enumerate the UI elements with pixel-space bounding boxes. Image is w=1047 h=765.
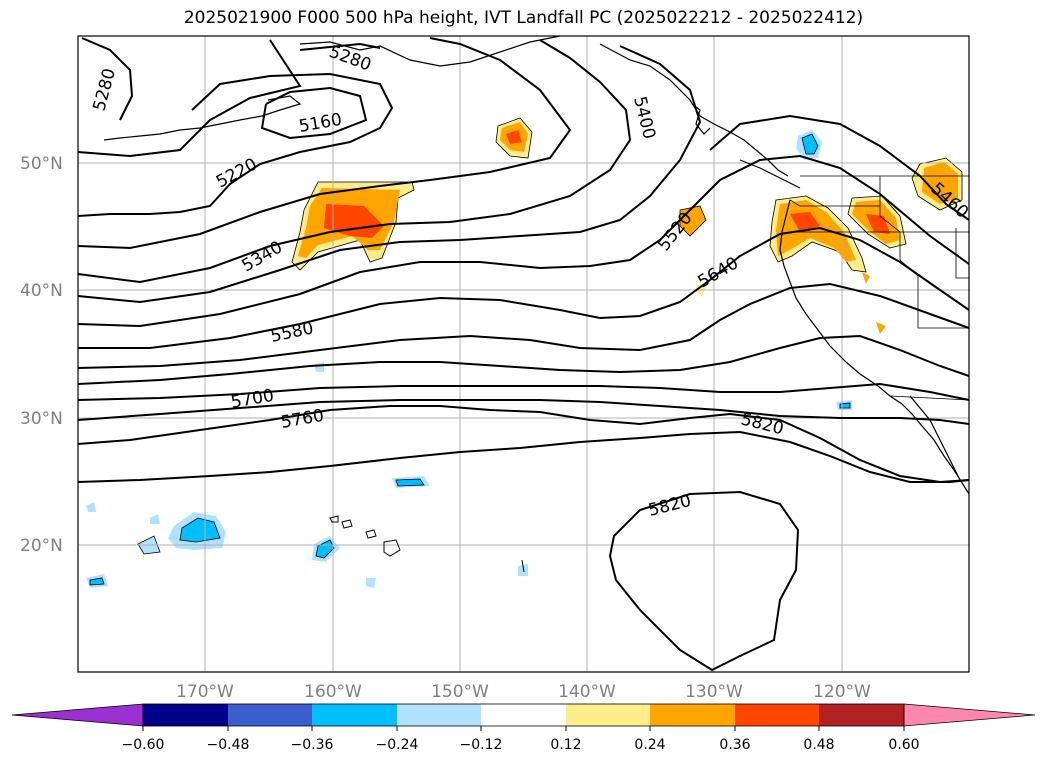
ivt-negative-region — [395, 478, 425, 487]
contour-5760-lower — [77, 399, 970, 425]
oahu-island — [341, 519, 353, 529]
maui-island — [365, 529, 377, 539]
ivt-positive-region — [922, 162, 958, 204]
map-frame — [77, 35, 970, 673]
washington-oregon-border — [789, 199, 880, 207]
ivt-negative-region — [518, 564, 528, 576]
gulf-of-california-coast — [909, 395, 959, 477]
islands — [329, 515, 525, 573]
colorbar-extend-max — [903, 703, 1036, 727]
contour-5820-closed — [608, 490, 800, 672]
contour-5460-east — [709, 114, 970, 221]
ivt-negative-region — [86, 502, 96, 512]
kauai-island — [329, 515, 339, 523]
lon-label: 160°W — [304, 682, 362, 702]
colorbar-tick-label: 0.12 — [550, 737, 581, 753]
bc-islands-coast — [691, 103, 711, 135]
longitude-labels: 170°W 160°W 150°W 140°W 130°W 120°W — [176, 682, 871, 702]
colorbar-segment — [481, 704, 566, 726]
contour-5280-north — [299, 42, 381, 51]
height-contours — [77, 37, 970, 672]
ivt-negative-region — [366, 578, 376, 588]
contour-5520 — [77, 154, 970, 328]
latitude-labels: 50°N 40°N 30°N 20°N — [20, 154, 63, 556]
contour-5340 — [77, 37, 572, 250]
lon-label: 170°W — [176, 682, 234, 702]
colorbar-segment — [735, 704, 819, 726]
lon-label: 130°W — [685, 682, 743, 702]
contour-5460 — [77, 45, 702, 304]
colorbar: −0.60 −0.48 −0.36 −0.24 −0.12 0.12 0.24 … — [11, 703, 1036, 753]
seamount — [521, 559, 525, 573]
ivt-negative-region — [801, 133, 819, 155]
contour-5280 — [77, 39, 302, 158]
lon-label: 120°W — [813, 682, 871, 702]
lat-label: 50°N — [20, 154, 63, 174]
ivt-positive-region — [790, 212, 820, 232]
lon-label: 150°W — [431, 682, 489, 702]
colorbar-tick-label: 0.60 — [888, 737, 919, 753]
lat-label: 20°N — [20, 536, 63, 556]
contour-5160 — [260, 86, 368, 140]
arizona-mexico-border — [889, 395, 970, 401]
colorbar-tick-label: −0.60 — [122, 737, 165, 753]
colorbar-extend-min — [11, 703, 144, 727]
ivt-negative-region — [89, 577, 105, 586]
political-borders — [789, 175, 970, 401]
colorbar-segment — [819, 704, 904, 726]
hawaii-big-island — [383, 539, 401, 557]
contour-5400 — [77, 39, 632, 284]
contour-5820-south — [77, 430, 970, 483]
contour-5220 — [77, 72, 394, 217]
lat-label: 40°N — [20, 281, 63, 301]
colorbar-tick-label: 0.36 — [719, 737, 750, 753]
lat-label: 30°N — [20, 409, 63, 429]
contour-5640 — [77, 282, 970, 369]
colorbar-tick-label: −0.36 — [291, 737, 334, 753]
ivt-positive-region — [506, 130, 522, 144]
colorbar-segment — [143, 704, 228, 726]
ivt-negative-region — [179, 517, 221, 543]
colorbar-ticks — [142, 726, 905, 731]
colorbar-tick-label: 0.24 — [634, 737, 665, 753]
ivt-positive-region — [324, 204, 384, 238]
colorbar-segment — [650, 704, 735, 726]
ivt-negative-region — [150, 514, 160, 524]
contour-5760 — [77, 382, 970, 401]
colorbar-frame — [142, 703, 905, 727]
montana-border — [955, 228, 969, 279]
colorbar-segment — [397, 704, 481, 726]
ivt-positive-region — [862, 272, 870, 284]
idaho-border — [879, 176, 901, 260]
lon-label: 140°W — [558, 682, 616, 702]
colorbar-tick-label: −0.48 — [207, 737, 250, 753]
colorbar-segment — [566, 704, 650, 726]
contour-5820 — [77, 405, 970, 484]
us-west-coast — [779, 199, 903, 405]
contour-5700 — [77, 334, 970, 385]
colorbar-tick-label: 0.48 — [803, 737, 834, 753]
colorbar-tick-label: −0.12 — [460, 737, 503, 753]
map-title: 2025021900 F000 500 hPa height, IVT Land… — [183, 8, 864, 28]
baja-california-coast — [901, 403, 970, 495]
ivt-positive-region — [876, 322, 886, 334]
ivt-shading-negative — [86, 130, 852, 588]
contour-5580 — [78, 226, 970, 349]
colorbar-segment — [228, 704, 312, 726]
colorbar-segment — [312, 704, 397, 726]
contour-5280-west — [81, 37, 134, 121]
alaska-peninsula-coast — [103, 95, 302, 141]
colorbar-tick-label: −0.24 — [376, 737, 419, 753]
